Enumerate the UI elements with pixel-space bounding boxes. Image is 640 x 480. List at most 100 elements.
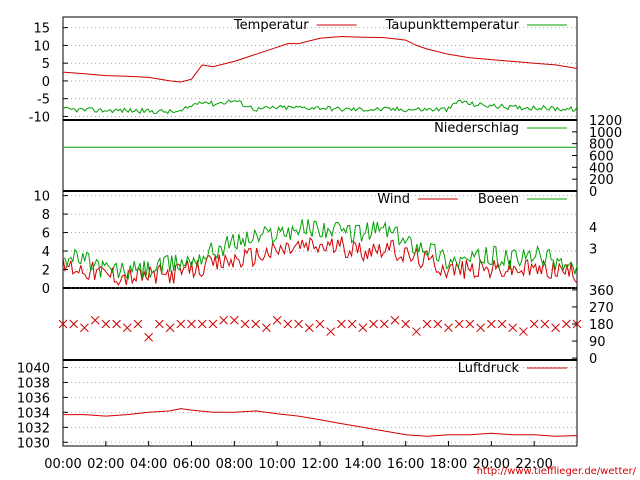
scatter-point-stroke (272, 315, 282, 325)
scatter-point-stroke (433, 319, 443, 329)
scatter-point-stroke (326, 327, 336, 336)
y-tick-label: 1032 (17, 421, 50, 436)
scatter-point (133, 319, 143, 329)
scatter-point (208, 319, 218, 329)
scatter-point (197, 319, 207, 329)
scatter-point (465, 319, 475, 329)
scatter-point-stroke (229, 315, 239, 325)
plot-frames (62, 16, 578, 447)
scatter-point-stroke (187, 319, 196, 329)
y-tick-label: 6 (42, 227, 50, 242)
scatter-point (454, 319, 464, 329)
x-tick-label: 22:00 (515, 457, 552, 472)
scatter-point (347, 319, 357, 329)
scatter-point-stroke (283, 319, 293, 329)
y-tick-label: 15 (33, 22, 50, 37)
x-tick-label: 20:00 (473, 457, 510, 472)
scatter-point (294, 319, 303, 329)
y-tick-label: 10 (33, 190, 50, 205)
legend-label: Temperatur (233, 18, 309, 33)
scatter-point-stroke (379, 319, 389, 329)
scatter-point-stroke (465, 319, 475, 329)
scatter-point (251, 319, 261, 329)
scatter-point-stroke (165, 323, 175, 333)
scatter-point-stroke (347, 319, 357, 329)
scatter-point-stroke (294, 319, 303, 329)
y-tick-label: 2 (42, 264, 50, 279)
x-tick-label: 12:00 (301, 457, 338, 472)
scatter-point-stroke (401, 319, 411, 329)
scatter-point (262, 323, 271, 333)
scatter-point (401, 319, 411, 329)
scatter-point-stroke (390, 315, 400, 325)
series-line-taupunkttemperatur (62, 99, 578, 115)
scatter-point (379, 319, 389, 329)
scatter-point (155, 319, 164, 329)
y-tick-label: 5 (42, 57, 50, 72)
scatter-point-stroke (58, 319, 68, 329)
scatter-point (165, 323, 175, 333)
legend-label: Boeen (478, 192, 519, 207)
scatter-point-stroke (369, 319, 378, 329)
scatter-point (229, 315, 239, 325)
y-tick-label: 200 (589, 173, 614, 188)
scatter-point-stroke (337, 319, 346, 329)
y-tick-label: 4 (42, 245, 50, 260)
right-y-tick-label: 4 (589, 221, 597, 236)
series-line-luftdruck (63, 408, 578, 437)
scatter-point (433, 319, 443, 329)
series-line-temperatur (62, 35, 578, 83)
right-y-tick-label: 3 (589, 242, 597, 257)
scatter-point (144, 332, 154, 342)
scatter-point (551, 323, 560, 333)
scatter-point-stroke (101, 319, 111, 329)
scatter-point (529, 319, 539, 329)
scatter-point (176, 319, 186, 329)
scatter-point-stroke (90, 315, 100, 325)
scatter-point (326, 327, 336, 336)
x-tick-label: 14:00 (344, 457, 381, 472)
scatter-point-stroke (358, 323, 368, 333)
scatter-point-stroke (219, 315, 228, 325)
x-tick-label: 08:00 (216, 457, 253, 472)
y-tick-label: 1200 (589, 114, 622, 129)
y-tick-label: 10 (33, 39, 50, 54)
grid-lines (63, 27, 577, 443)
scatter-point-stroke (486, 319, 496, 329)
scatter-point (444, 323, 453, 333)
scatter-point (412, 327, 421, 336)
scatter-point-stroke (422, 319, 432, 329)
scatter-point (369, 319, 378, 329)
x-tick-label: 02:00 (87, 457, 124, 472)
scatter-point-stroke (80, 323, 89, 333)
scatter-point-stroke (412, 327, 421, 336)
scatter-point (497, 319, 507, 329)
scatter-point-stroke (112, 319, 121, 329)
scatter-point-stroke (155, 319, 164, 329)
y-tick-label: 360 (589, 284, 614, 299)
scatter-point-stroke (540, 319, 550, 329)
series-line-wind (62, 236, 578, 286)
y-tick-label: 90 (589, 335, 606, 350)
scatter-point-stroke (315, 319, 325, 329)
x-tick-label: 16:00 (387, 457, 424, 472)
scatter-point (561, 319, 571, 329)
y-tick-label: 1040 (17, 361, 50, 376)
source-url[interactable]: http://www.tiefflieger.de/wetter/ (477, 466, 637, 477)
scatter-point-stroke (197, 319, 207, 329)
scatter-point-stroke (508, 323, 518, 333)
x-tick-label: 06:00 (173, 457, 210, 472)
y-tick-label: 0 (589, 185, 597, 200)
x-tick-label: 18:00 (430, 457, 467, 472)
scatter-point-stroke (551, 323, 560, 333)
scatter-point-stroke (262, 323, 271, 333)
y-tick-label: 800 (589, 138, 614, 153)
scatter-point-stroke (497, 319, 507, 329)
y-tick-label: 0 (42, 75, 50, 90)
scatter-point-stroke (69, 319, 79, 329)
legends: Taupunkttemperatur Temperatur Niederschlag… (233, 18, 567, 376)
y-tick-label: 270 (589, 301, 614, 316)
y-tick-label: 8 (42, 208, 50, 223)
